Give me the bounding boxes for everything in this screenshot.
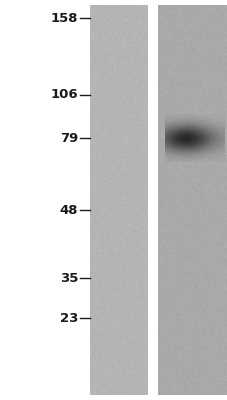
Text: 106: 106 (50, 88, 78, 102)
Text: 48: 48 (59, 204, 78, 216)
Bar (157, 5, 227, 395)
Bar (147, 5, 157, 395)
Text: 79: 79 (59, 132, 78, 144)
Text: 158: 158 (50, 12, 78, 24)
Text: 23: 23 (59, 312, 78, 324)
Bar (90, 5, 147, 395)
Text: 35: 35 (59, 272, 78, 284)
